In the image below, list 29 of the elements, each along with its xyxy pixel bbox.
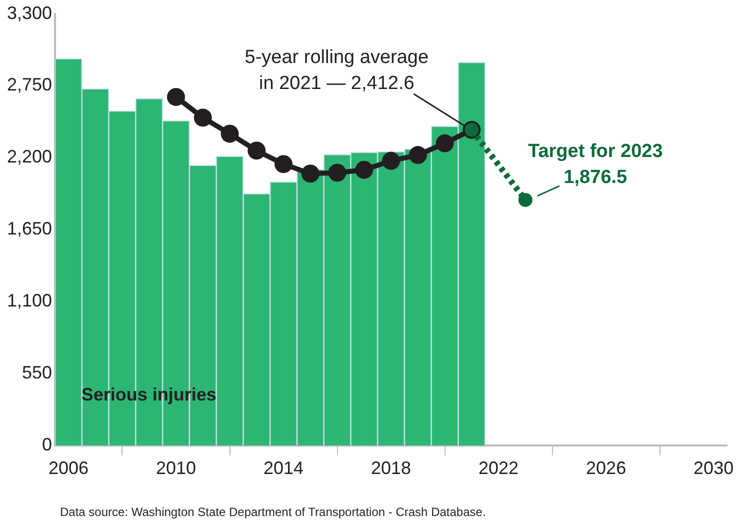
y-tick-label: 1,100	[6, 290, 52, 310]
point	[194, 108, 212, 127]
annotation: Target for 2023 1,876.5	[528, 141, 663, 188]
y-tick-label: 550	[22, 362, 52, 382]
source-note: Data source: Washington State Department of Transportation - Crash Database.	[60, 505, 486, 519]
x-tick-label: 2010	[156, 458, 196, 478]
x-tick-label: 2022	[478, 458, 519, 478]
point	[220, 124, 239, 143]
y-tick-label: 1,650	[6, 218, 52, 239]
x-tick-label: 2014	[263, 458, 304, 478]
point	[248, 142, 266, 160]
point	[518, 192, 532, 207]
point	[328, 164, 346, 182]
x-tick-label: 2026	[586, 458, 626, 478]
point	[355, 160, 374, 179]
y-tick-label: 3,300	[6, 2, 52, 23]
point	[382, 152, 400, 170]
point	[301, 164, 320, 183]
y-tick-label: 0	[42, 434, 52, 454]
x-tick-label: 2006	[48, 458, 89, 478]
x-tick-label: 2030	[694, 458, 734, 478]
point	[436, 134, 454, 152]
point	[408, 146, 427, 164]
y-tick-label: 2,200	[6, 146, 52, 167]
point	[166, 88, 185, 106]
y-tick-label: 2,750	[6, 74, 52, 95]
point	[274, 155, 293, 174]
x-tick-label: 2018	[371, 458, 412, 478]
annotation: 5-year rolling average in 2021 — 2,412.6	[244, 47, 429, 94]
